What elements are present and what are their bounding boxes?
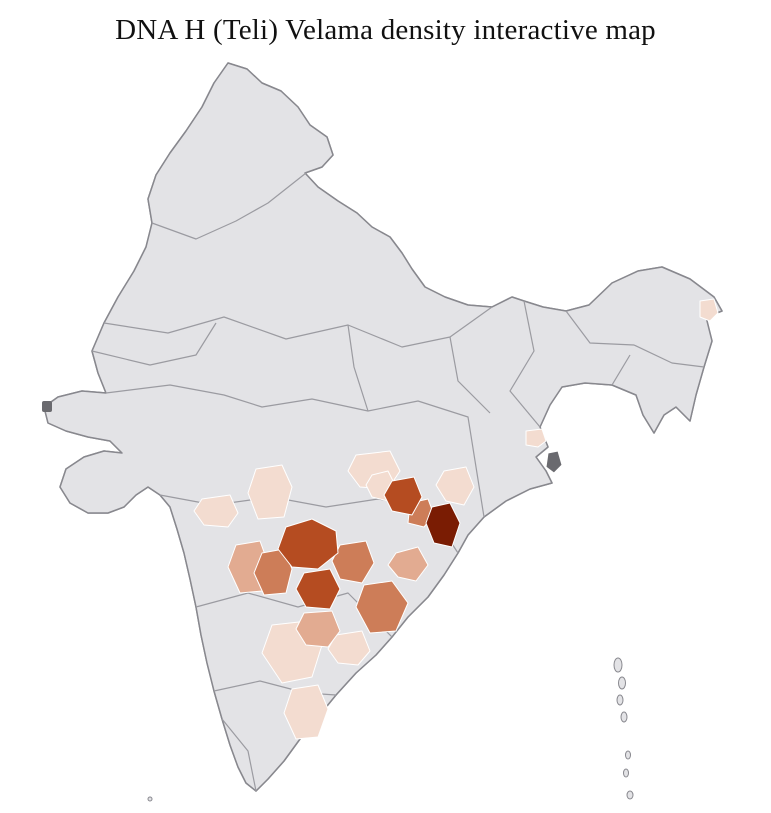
highlighted-district[interactable] [247,464,293,520]
india-choropleth-svg[interactable] [0,55,771,813]
state-border-line [611,354,631,386]
special-district[interactable] [42,401,52,412]
highlighted-district[interactable] [383,476,423,516]
island-chain [147,657,634,802]
highlighted-district[interactable] [425,502,461,548]
state-borders [91,172,705,792]
state-border-line [103,306,493,348]
state-border-line [347,324,369,412]
island [623,768,629,778]
highlighted-district[interactable] [283,684,329,740]
island [147,796,153,802]
island [613,657,623,673]
special-districts[interactable] [42,401,563,474]
highlighted-district[interactable] [435,466,475,506]
highlighted-district[interactable] [331,540,375,584]
island [626,790,634,800]
special-district[interactable] [545,450,563,474]
state-border-line [449,336,491,414]
highlighted-district[interactable] [295,568,341,610]
state-border-line [565,310,705,368]
state-border-line [151,172,307,240]
island [625,750,631,760]
highlighted-district[interactable] [295,610,341,648]
state-border-line [221,718,257,792]
island [616,694,624,706]
state-border-line [105,384,485,518]
highlighted-district[interactable] [699,298,719,322]
highlighted-district[interactable] [327,630,371,666]
island [620,711,628,723]
highlighted-district[interactable] [355,580,409,634]
map-container[interactable] [0,55,771,813]
state-border-line [91,322,217,366]
highlighted-district[interactable] [387,546,429,582]
highlighted-district[interactable] [193,494,239,528]
state-border-line [509,300,541,428]
highlighted-district[interactable] [525,428,547,448]
highlighted-districts[interactable] [193,298,719,740]
island [618,676,626,690]
page-title: DNA H (Teli) Velama density interactive … [115,14,656,46]
highlighted-district[interactable] [277,518,339,570]
